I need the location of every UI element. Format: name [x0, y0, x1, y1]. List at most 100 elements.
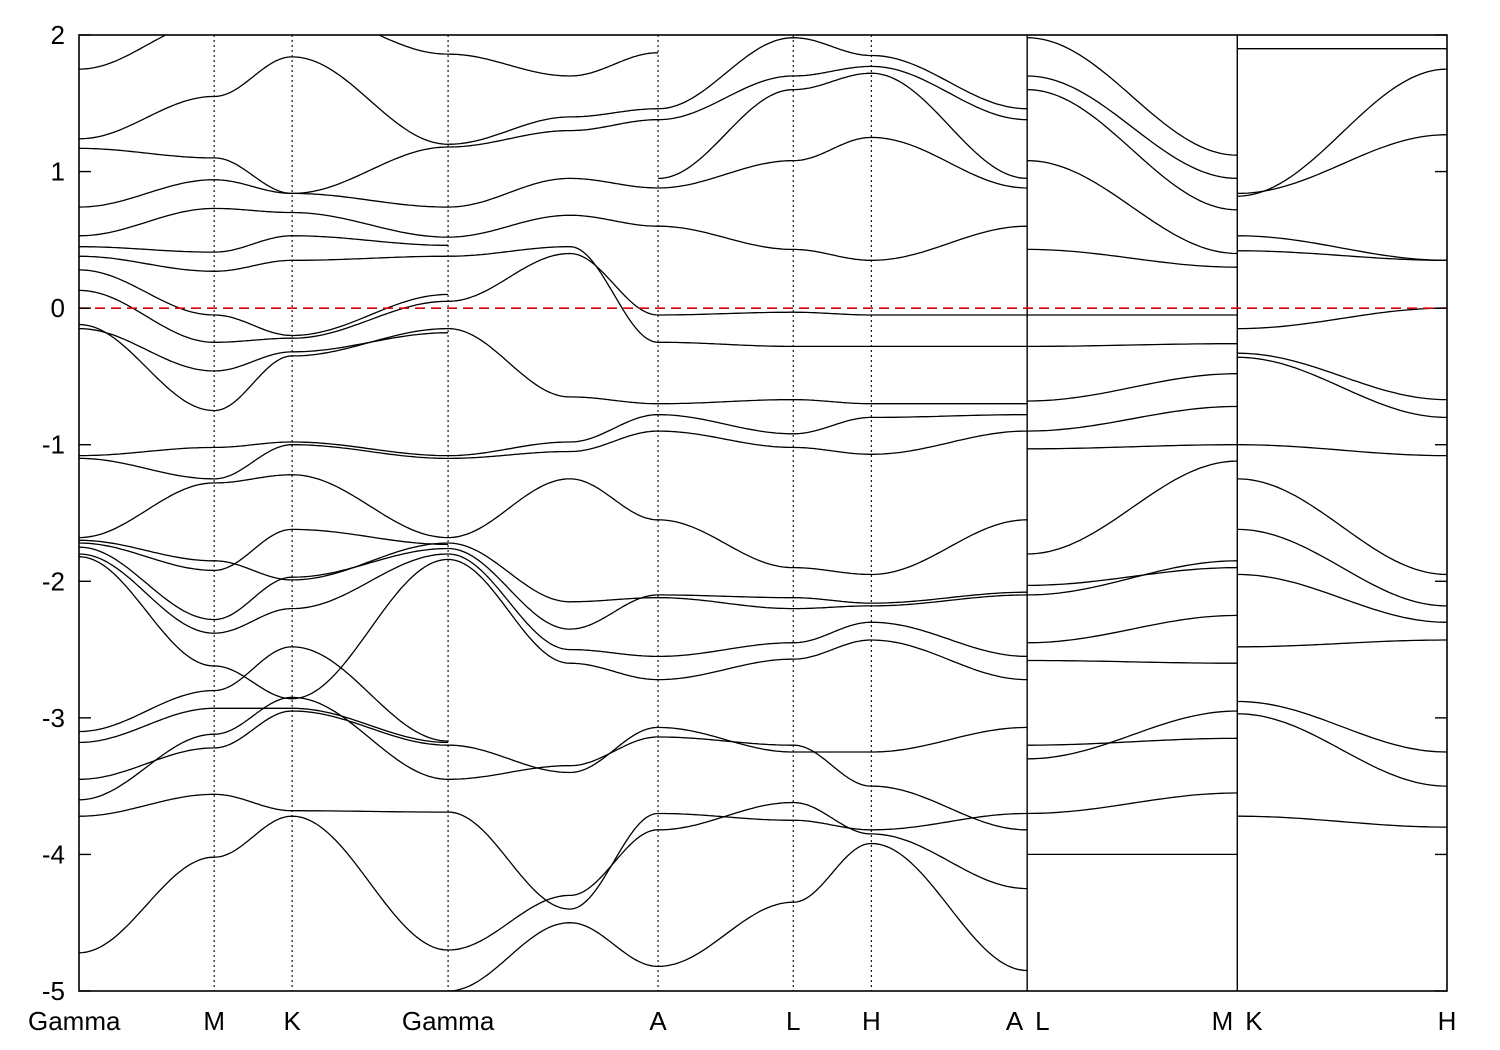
band-line [1237, 356, 1447, 419]
band-line [79, 553, 449, 634]
y-tick-label: 1 [51, 157, 65, 187]
band-line [448, 553, 659, 658]
band-line [1237, 639, 1447, 648]
x-tick-label: L [1035, 1006, 1049, 1036]
band-line [79, 289, 449, 343]
band-line [448, 829, 659, 951]
band-line [79, 793, 449, 817]
band-line [658, 812, 1028, 831]
band-line [1237, 573, 1447, 623]
band-line [79, 441, 449, 457]
band-line [448, 327, 659, 405]
band-line [448, 547, 659, 630]
band-line [1237, 352, 1447, 401]
band-line [79, 539, 449, 581]
x-axis-ticks: Gamma M K Gamma A L H A L M K H [28, 1006, 1456, 1036]
band-line [79, 269, 449, 337]
x-tick-label: L [786, 1006, 800, 1036]
band-line [448, 726, 659, 774]
plot-frame [78, 34, 1448, 992]
band-line [1237, 235, 1447, 261]
band-line [448, 558, 659, 681]
band-line [79, 546, 449, 621]
band-line [658, 842, 1028, 972]
band-line [1237, 713, 1447, 787]
x-tick-label: M [1212, 1006, 1234, 1036]
x-tick-label: M [203, 1006, 225, 1036]
band-line [1027, 75, 1238, 180]
band-line [79, 255, 449, 272]
band-line [448, 414, 659, 457]
y-tick-label: -5 [42, 976, 65, 1006]
band-line [658, 414, 1028, 435]
band-line [1027, 405, 1238, 432]
band-line [448, 542, 659, 603]
band-line [1027, 614, 1238, 644]
band-line [1027, 737, 1238, 746]
band-line [1237, 250, 1447, 261]
band-line [1027, 460, 1238, 555]
band-line [658, 65, 1028, 121]
band-line [79, 444, 449, 480]
band-line [658, 72, 1028, 180]
band-line [658, 726, 1028, 753]
y-tick-label: -2 [42, 566, 65, 596]
band-line [1027, 659, 1238, 664]
band-line [79, 707, 449, 744]
band-line [448, 108, 659, 145]
band-line [658, 594, 1028, 610]
band-line [1027, 88, 1238, 211]
band-line [79, 646, 449, 742]
band-line [658, 225, 1028, 261]
band-line [1027, 560, 1238, 596]
y-tick-label: -1 [42, 430, 65, 460]
y-tick-label: -3 [42, 703, 65, 733]
band-line [448, 119, 659, 148]
band-line [448, 252, 659, 316]
band-line [79, 528, 449, 572]
band-line [658, 801, 1028, 890]
band-line [1027, 566, 1238, 587]
band-line [448, 52, 659, 77]
x-tick-label: A [1006, 1006, 1024, 1036]
band-line [658, 639, 1028, 681]
x-tick-label: H [862, 1006, 881, 1036]
band-line [448, 177, 659, 208]
band-line [1237, 478, 1447, 576]
y-axis-ticks: 2 1 0 -1 -2 -3 -4 -5 [42, 20, 1447, 1006]
band-line [658, 519, 1028, 576]
band-line [79, 35, 449, 70]
band-line [79, 146, 449, 195]
band-line [1027, 37, 1238, 156]
band-line [658, 736, 1028, 831]
band-line [448, 214, 659, 238]
band-line [658, 37, 1028, 110]
band-line [79, 710, 449, 780]
band-line [448, 430, 659, 460]
band-line [1027, 248, 1238, 268]
band-line [1237, 134, 1447, 195]
band-line [1237, 444, 1447, 457]
band-line [658, 591, 1028, 604]
y-tick-label: -4 [42, 839, 65, 869]
band-line [448, 736, 659, 780]
y-tick-label: 2 [51, 20, 65, 50]
band-line [1027, 444, 1238, 450]
band-line [448, 478, 659, 539]
band-line [79, 179, 449, 208]
x-tick-label: K [283, 1006, 301, 1036]
band-line [658, 341, 1028, 348]
band-line [658, 621, 1028, 658]
band-line [448, 246, 659, 343]
band-line [1237, 815, 1447, 828]
x-tick-label: A [649, 1006, 667, 1036]
x-tick-label: Gamma [28, 1006, 121, 1036]
band-line [79, 815, 449, 954]
y-tick-label: 0 [51, 293, 65, 323]
x-tick-label: H [1438, 1006, 1457, 1036]
band-line [79, 696, 449, 801]
band-line [1027, 343, 1238, 348]
band-line [79, 556, 449, 700]
band-line [79, 56, 449, 145]
